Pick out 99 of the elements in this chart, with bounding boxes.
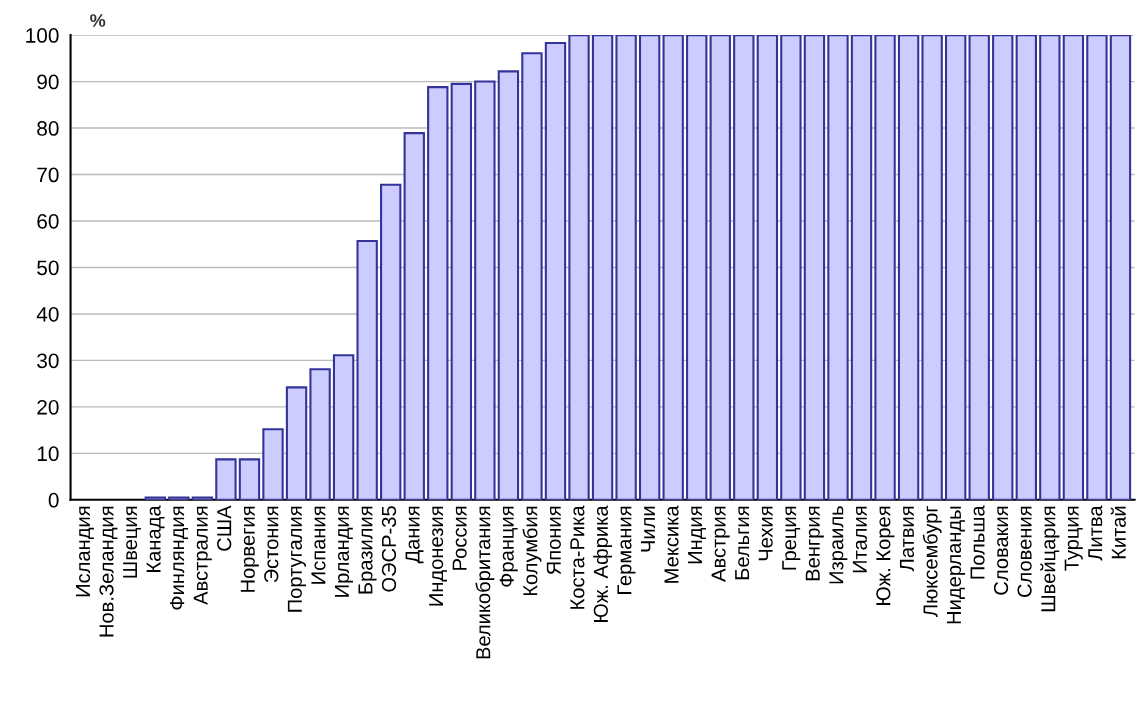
- x-tick-label: Испания: [311, 506, 326, 584]
- x-tick-label: Великобритания: [475, 506, 495, 659]
- y-tick-label: 20: [37, 399, 59, 415]
- bar: [191, 496, 214, 500]
- bar: [1086, 35, 1108, 500]
- x-tick-label: Бельгия: [735, 506, 750, 580]
- y-tick-label: 10: [37, 446, 59, 462]
- x-tick-label: Германия: [617, 506, 636, 594]
- x-tick-label: Бразилия: [358, 506, 377, 594]
- bar: [544, 41, 567, 500]
- x-tick-label: Япония: [546, 506, 561, 575]
- x-tick-label: Чехия: [758, 506, 773, 561]
- bar: [450, 82, 473, 500]
- bar: [850, 35, 873, 500]
- x-tick-label: Нов.Зеландия: [99, 506, 118, 637]
- x-tick-label: Австрия: [711, 506, 730, 582]
- y-tick-label: 90: [37, 74, 59, 90]
- bar: [591, 35, 614, 500]
- x-tick-label: Франция: [499, 506, 518, 587]
- x-tick-label: Швеция: [123, 506, 141, 578]
- x-tick-label: Греция: [782, 506, 801, 570]
- y-tick-label: 100: [26, 28, 59, 43]
- x-tick-label: Исландия: [76, 506, 94, 597]
- bar: [638, 35, 661, 500]
- bar: [521, 52, 543, 500]
- bar: [803, 35, 826, 500]
- bar: [309, 368, 331, 500]
- bar: [1039, 35, 1061, 500]
- x-tick-label: ОЭСР-35: [381, 506, 397, 592]
- bar: [662, 35, 684, 500]
- x-tick-label: Турция: [1064, 506, 1083, 571]
- bar: [168, 496, 190, 500]
- x-tick-label: Колумбия: [522, 506, 542, 596]
- x-tick-label: Коста-Рика: [570, 505, 585, 609]
- x-tick-label: Швейцария: [1040, 506, 1060, 612]
- x-tick-label: Польша: [970, 505, 985, 579]
- bar: [568, 35, 590, 500]
- bar: [897, 35, 920, 500]
- bar: [427, 86, 449, 500]
- x-tick-label: Литва: [1088, 505, 1103, 561]
- x-tick-label: Израиль: [829, 506, 848, 584]
- x-tick-label: Португалия: [287, 506, 306, 612]
- x-tick-label: Эстония: [264, 506, 279, 583]
- y-tick-label: 60: [37, 213, 59, 229]
- bar: [497, 70, 520, 500]
- bar: [1109, 35, 1132, 500]
- bar: [921, 35, 943, 500]
- bar: [474, 80, 496, 500]
- y-tick-label: 0: [48, 492, 59, 508]
- bar: [1062, 35, 1085, 500]
- x-tick-label: Индонезия: [429, 506, 448, 606]
- x-tick-label: Дания: [405, 506, 424, 564]
- bar: [215, 458, 237, 500]
- bar: [356, 239, 378, 500]
- bar: [756, 35, 779, 500]
- y-tick-label: 40: [36, 306, 59, 322]
- bar: [380, 183, 402, 500]
- x-tick-label: Чили: [641, 506, 656, 552]
- x-tick-label: Италия: [852, 506, 867, 573]
- bar: [780, 35, 802, 500]
- bar: [262, 428, 284, 500]
- x-tick-label: Австралия: [193, 506, 212, 605]
- y-tick-label: 50: [37, 260, 59, 276]
- bar: [238, 458, 261, 500]
- x-tick-label: Ирландия: [334, 506, 354, 597]
- y-axis-title: %: [90, 14, 106, 27]
- bar: [968, 35, 990, 500]
- x-tick-label: Канада: [146, 505, 165, 572]
- x-tick-label: Индия: [688, 506, 706, 564]
- y-tick-label: 70: [37, 167, 59, 183]
- bar: [285, 386, 308, 500]
- bar: [332, 354, 355, 500]
- bar: [615, 35, 637, 500]
- bar: [992, 35, 1014, 500]
- x-tick-label: Россия: [452, 506, 467, 570]
- bar: [403, 132, 425, 500]
- bar: [1015, 35, 1037, 500]
- bar: [827, 35, 849, 500]
- bar: [944, 35, 967, 500]
- bar: [709, 35, 731, 500]
- bar: [144, 496, 166, 500]
- x-tick-label: Латвия: [899, 506, 914, 572]
- x-tick-label: Норвегия: [240, 506, 259, 592]
- y-tick-label: 30: [37, 353, 59, 369]
- bar: [874, 35, 896, 500]
- x-tick-label: Венгрия: [805, 506, 824, 581]
- x-tick-label: Люксембург: [922, 505, 942, 617]
- x-tick-label: Нидерланды: [947, 506, 966, 624]
- y-tick-label: 80: [37, 121, 59, 136]
- x-tick-label: Юж. Корея: [876, 506, 895, 605]
- x-tick-label: Юж. Африка: [593, 505, 612, 622]
- bar: [686, 35, 708, 500]
- x-tick-label: Китай: [1110, 506, 1126, 559]
- x-tick-label: США: [217, 505, 232, 551]
- bar: [733, 35, 755, 500]
- x-tick-label: Финляндия: [170, 506, 189, 610]
- x-tick-label: Словения: [1017, 506, 1032, 598]
- x-tick-label: Мексика: [664, 505, 679, 583]
- x-tick-label: Словакия: [993, 506, 1009, 595]
